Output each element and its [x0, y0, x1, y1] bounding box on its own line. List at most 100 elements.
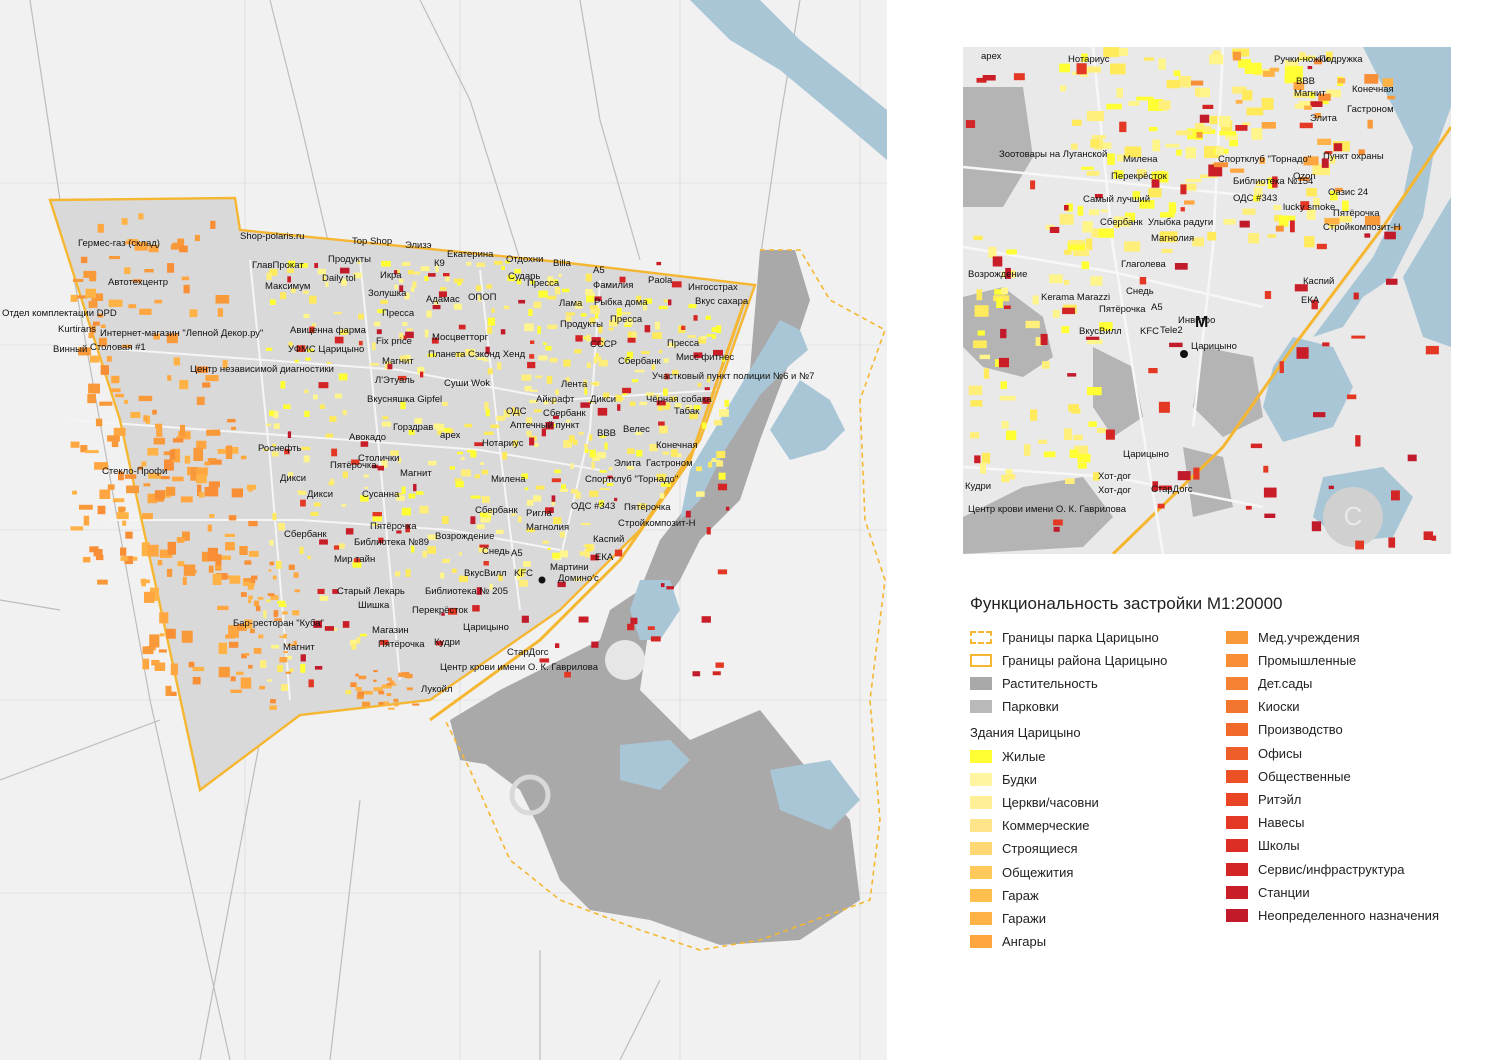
legend-label: Общественные: [1258, 768, 1351, 784]
legend-swatch: [970, 630, 992, 644]
inset-poi-label: Зоотовары на Луганской: [999, 149, 1107, 160]
legend-swatch: [1226, 862, 1248, 876]
poi-label: Магазин: [372, 625, 409, 636]
legend-swatch: [1226, 630, 1248, 644]
legend-item: Навесы: [1226, 815, 1304, 831]
legend-swatch: [970, 935, 992, 949]
inset-poi-label: ЕКА: [1301, 295, 1320, 306]
poi-label: Икра: [380, 270, 402, 281]
inset-poi-label: Kerama Marazzi: [1041, 292, 1110, 303]
poi-label: ОПОП: [468, 292, 497, 303]
inset-poi-label: СтарДогс: [1151, 484, 1193, 495]
legend-item: Офисы: [1226, 745, 1302, 761]
legend-item: Гаражи: [970, 910, 1046, 926]
poi-label: Пресса: [527, 278, 560, 289]
poi-label: Магнолия: [526, 522, 569, 533]
legend-label: Производство: [1258, 722, 1343, 738]
legend-label: Станции: [1258, 884, 1310, 900]
legend-swatch: [1226, 746, 1248, 760]
legend-item: Границы парка Царицыно: [970, 629, 1159, 645]
legend-label: Ритэйл: [1258, 791, 1302, 807]
legend-item: Ритэйл: [1226, 791, 1301, 807]
poi-label: Пятёрочка: [330, 460, 377, 471]
legend-label: Коммерческие: [1002, 818, 1090, 834]
legend-swatch: [970, 772, 992, 786]
poi-label: Дикси: [307, 489, 333, 500]
inset-poi-label: Каспий: [1303, 276, 1334, 287]
legend-item: Растительность: [970, 675, 1098, 691]
poi-label: Велес: [623, 424, 650, 435]
legend-label: Строящиеся: [1002, 841, 1078, 857]
poi-label: Отдохни: [506, 254, 543, 265]
inset-poi-label: Самый лучший: [1083, 194, 1150, 205]
poi-label: Fix price: [376, 336, 412, 347]
poi-label: ВВВ: [597, 428, 616, 439]
poi-label: Элизэ: [405, 240, 432, 251]
legend-label: Промышленные: [1258, 652, 1357, 668]
poi-label: Винный: [53, 344, 87, 355]
park-ring: [509, 774, 551, 816]
poi-label: Роснефть: [258, 443, 301, 454]
inset-map[interactable]: C M арех Нотариус Ручки-ножки Подружка ВВВ Ма…: [963, 47, 1451, 554]
poi-label: Фамилия: [593, 280, 633, 291]
poi-label: Адамас: [426, 294, 460, 305]
main-map[interactable]: Гермес-газ (склад) Shop-polaris.ru Top Sho…: [0, 0, 887, 1060]
poi-label: Отдел комплектации DPD: [2, 308, 117, 319]
poi-label: СтарДогс: [507, 647, 549, 658]
poi-label: Мосцветторг: [432, 332, 489, 343]
inset-poi-label: Пункт охраны: [1323, 151, 1384, 162]
poi-label: А5: [511, 548, 523, 559]
poi-label: ОДС: [506, 406, 527, 417]
inset-poi-label: Подружка: [1319, 54, 1363, 65]
poi-label: Библиотека № 205: [425, 586, 508, 597]
poi-label: Пятёрочка: [378, 639, 425, 650]
poi-label: Дикси: [590, 394, 616, 405]
poi-label: Пятёрочка: [624, 502, 671, 513]
poi-label: KFC: [514, 568, 533, 579]
inset-poi-label: А5: [1151, 302, 1163, 313]
poi-label: Центр независимой диагностики: [190, 364, 334, 375]
legend-item: Мед.учреждения: [1226, 629, 1360, 645]
legend-swatch: [1226, 816, 1248, 830]
inset-poi-label: Улыбка радуги: [1148, 217, 1213, 228]
poi-label: Мисс фитнес: [676, 352, 734, 363]
poi-label: Лукойл: [421, 684, 453, 695]
inset-poi-label: Элита: [1310, 113, 1338, 124]
legend-label: Растительность: [1002, 675, 1098, 691]
legend-swatch: [1226, 885, 1248, 899]
legend-item: Жилые: [970, 748, 1045, 764]
legend-swatch: [1226, 723, 1248, 737]
legend-item: Гараж: [970, 887, 1039, 903]
poi-label: Продукты: [328, 254, 371, 265]
poi-label: Каспий: [593, 534, 624, 545]
poi-label: Столички: [358, 453, 399, 464]
poi-label: Перекрёсток: [412, 605, 469, 616]
legend-swatch: [1226, 792, 1248, 806]
poi-label: Сбербанк: [284, 529, 328, 540]
legend-label: Гаражи: [1002, 910, 1046, 926]
metro-icon: M: [1195, 314, 1208, 331]
poi-label: Сударь: [508, 271, 540, 282]
poi-label: Пресса: [610, 314, 643, 325]
legend-label: Будки: [1002, 771, 1037, 787]
poi-label: УФМС Царицыно: [288, 344, 364, 355]
poi-label: Вкус сахара: [695, 296, 749, 307]
poi-label: Автотехцентр: [108, 277, 168, 288]
poi-label: Ригла: [526, 508, 552, 519]
poi-label: ОДС #343: [571, 501, 615, 512]
inset-poi-label: Оазис 24: [1328, 187, 1368, 198]
inset-railway: [1111, 126, 1451, 554]
inset-poi-label: KFC: [1140, 326, 1159, 337]
legend-item: Общежития: [970, 864, 1073, 880]
poi-label: Снедь: [482, 546, 510, 557]
legend-subheading: Здания Царицыно: [970, 725, 1081, 740]
poi-label: Столовая #1: [90, 342, 146, 353]
inset-poi-label: Хот-дог: [1098, 471, 1132, 482]
poi-label: Гастроном: [646, 458, 693, 469]
poi-label: Царицыно: [463, 622, 509, 633]
legend-label: Гараж: [1002, 887, 1039, 903]
inset-poi-label: ОДС #343: [1233, 193, 1277, 204]
poi-label: ВкусВилл: [464, 568, 507, 579]
poi-label: Дикси: [280, 473, 306, 484]
